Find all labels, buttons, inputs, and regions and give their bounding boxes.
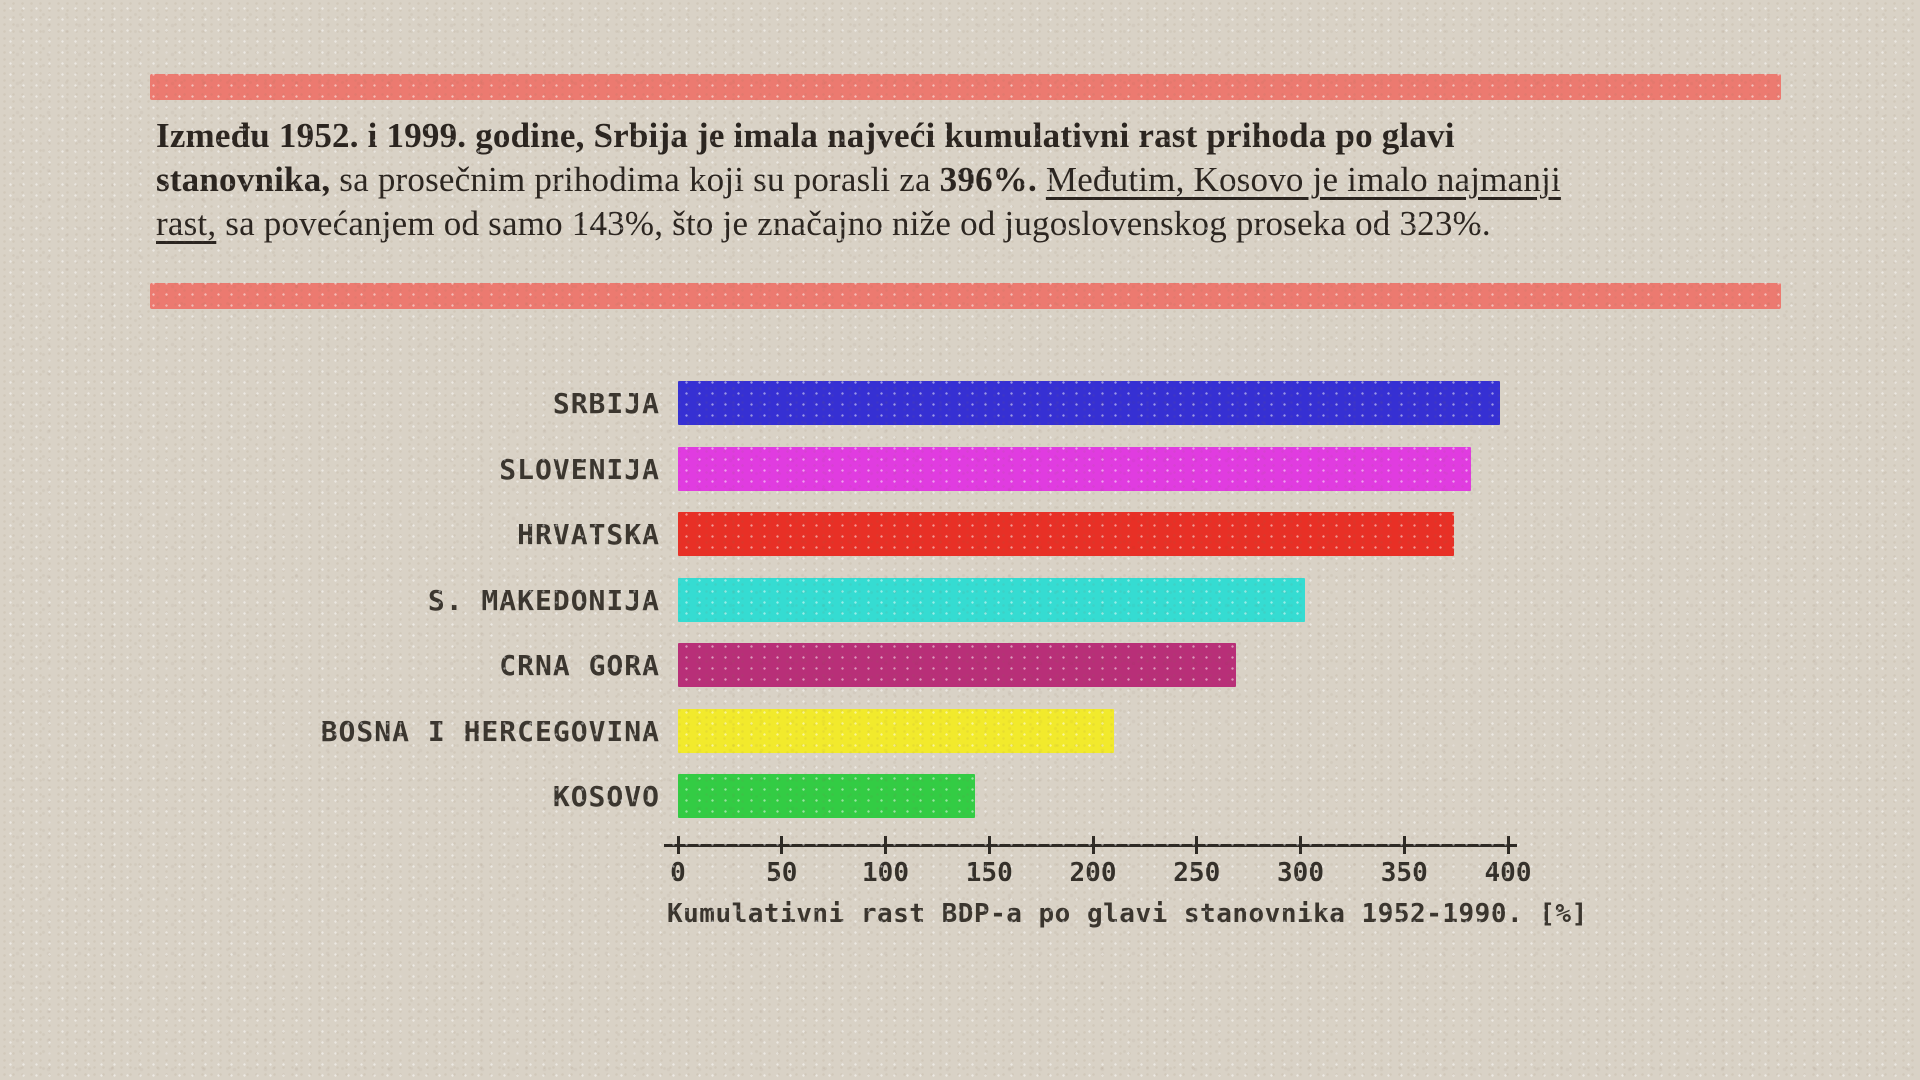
x-tick-label: 50 bbox=[766, 858, 798, 888]
x-axis-title: Kumulativni rast BDP-a po glavi stanovni… bbox=[667, 899, 1588, 929]
x-tick-label: 250 bbox=[1173, 858, 1221, 888]
headline-segment: rast, bbox=[156, 204, 217, 243]
category-label: SLOVENIJA bbox=[499, 452, 660, 486]
bar-hrvatska bbox=[678, 512, 1455, 556]
headline-segment: Između 1952. i 1999. godine, Srbija je i… bbox=[156, 116, 1455, 155]
chart-row: CRNA GORA bbox=[0, 643, 1920, 687]
headline-segment: 396%. bbox=[939, 160, 1037, 199]
bar-crna-gora bbox=[678, 643, 1237, 687]
bar-s-makedonija bbox=[678, 577, 1305, 622]
chart-row: SLOVENIJA bbox=[0, 446, 1920, 491]
headline: Između 1952. i 1999. godine, Srbija je i… bbox=[156, 114, 1856, 246]
x-tick-mark bbox=[1506, 836, 1510, 854]
headline-line: Između 1952. i 1999. godine, Srbija je i… bbox=[156, 114, 1856, 158]
bar-srbija bbox=[678, 381, 1500, 425]
headline-segment: Međutim, Kosovo je imalo najmanji bbox=[1045, 160, 1561, 199]
bottom-accent-bar bbox=[150, 283, 1781, 309]
x-tick-label: 200 bbox=[1069, 858, 1117, 888]
x-tick-mark bbox=[1402, 836, 1406, 854]
bar-bosna-i-hercegovina bbox=[678, 708, 1114, 753]
top-accent-bar bbox=[150, 74, 1781, 100]
category-label: S. MAKEDONIJA bbox=[427, 583, 660, 617]
x-tick-mark bbox=[1091, 836, 1095, 854]
headline-segment: sa povećanjem od samo 143%, što je znača… bbox=[216, 204, 1491, 243]
x-tick-mark bbox=[780, 836, 784, 854]
x-tick-label: 150 bbox=[965, 858, 1013, 888]
x-tick-label: 0 bbox=[670, 858, 686, 888]
bar-slovenija bbox=[678, 446, 1471, 491]
headline-segment: stanovnika, bbox=[156, 160, 331, 199]
x-tick-mark bbox=[987, 836, 991, 854]
x-tick-label: 350 bbox=[1380, 858, 1428, 888]
headline-line: rast, sa povećanjem od samo 143%, što je… bbox=[156, 202, 1856, 246]
x-tick-label: 300 bbox=[1277, 858, 1324, 888]
headline-segment: sa prosečnim prihodima koji su porasli z… bbox=[330, 160, 940, 199]
category-label: SRBIJA bbox=[552, 387, 660, 420]
chart-row: BOSNA I HERCEGOVINA bbox=[0, 708, 1920, 753]
chart-row: KOSOVO bbox=[0, 774, 1920, 818]
chart-row: HRVATSKA bbox=[0, 512, 1920, 556]
category-label: CRNA GORA bbox=[499, 649, 660, 682]
x-tick-mark bbox=[1299, 836, 1302, 854]
headline-line: stanovnika, sa prosečnim prihodima koji … bbox=[156, 158, 1856, 202]
chart-row: S. MAKEDONIJA bbox=[0, 577, 1920, 622]
category-label: HRVATSKA bbox=[517, 518, 660, 551]
category-label: KOSOVO bbox=[552, 780, 660, 813]
x-axis-line bbox=[664, 844, 1517, 847]
x-tick-label: 100 bbox=[862, 858, 909, 888]
x-tick-mark bbox=[1195, 836, 1199, 854]
chart-row: SRBIJA bbox=[0, 381, 1920, 425]
x-tick-mark bbox=[676, 836, 680, 854]
category-label: BOSNA I HERCEGOVINA bbox=[320, 714, 660, 748]
bar-kosovo bbox=[678, 774, 975, 818]
x-tick-label: 400 bbox=[1484, 858, 1532, 888]
x-tick-mark bbox=[884, 836, 887, 854]
